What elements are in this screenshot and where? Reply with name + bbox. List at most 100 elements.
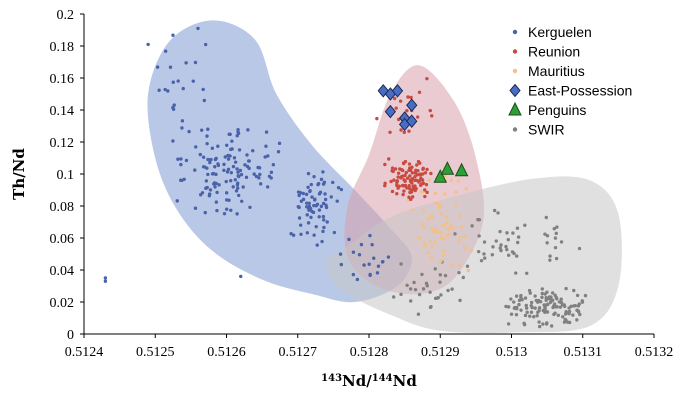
point-kerguelen	[176, 157, 180, 161]
point-kerguelen	[193, 60, 198, 65]
point-kerguelen	[269, 170, 274, 175]
point-swir	[540, 295, 544, 300]
point-kerguelen	[163, 87, 167, 92]
point-swir	[523, 223, 527, 227]
point-kerguelen	[381, 259, 385, 264]
point-swir	[399, 292, 403, 297]
point-kerguelen	[227, 132, 231, 136]
legend-item-east-possession: East-Possession	[509, 83, 632, 99]
point-swir	[533, 294, 537, 298]
point-kerguelen	[146, 42, 150, 47]
point-kerguelen	[355, 277, 360, 282]
y-tick-labels: 0 0.02 0.04 0.06 0.08 0.1 0.12 0.14 0.16 0.18 0.2	[50, 8, 84, 343]
point-reunion	[375, 116, 379, 121]
x-tick-label: 0.513	[496, 345, 528, 360]
point-mauritius	[426, 251, 431, 255]
point-kerguelen	[246, 159, 251, 163]
point-swir	[413, 287, 418, 292]
point-kerguelen	[225, 143, 229, 147]
point-swir	[542, 303, 546, 307]
point-swir	[482, 240, 487, 244]
point-reunion	[404, 170, 408, 175]
point-swir	[477, 218, 482, 222]
point-reunion	[383, 181, 387, 186]
point-swir	[528, 291, 532, 295]
point-swir	[511, 231, 515, 235]
point-swir	[543, 232, 547, 236]
point-kerguelen	[236, 131, 241, 136]
point-kerguelen	[321, 229, 325, 234]
point-kerguelen	[233, 178, 238, 182]
point-swir	[416, 312, 421, 316]
point-reunion	[390, 166, 395, 170]
point-kerguelen	[376, 264, 381, 268]
point-swir	[421, 287, 426, 291]
point-mauritius	[430, 244, 435, 249]
point-kerguelen	[205, 185, 209, 190]
y-tick-label: 0	[67, 328, 74, 343]
point-kerguelen	[335, 199, 339, 203]
point-kerguelen	[227, 198, 231, 202]
point-reunion	[394, 106, 398, 110]
point-swir	[461, 275, 465, 280]
point-kerguelen	[244, 175, 249, 180]
point-swir	[523, 313, 528, 318]
legend-item-swir: SWIR	[512, 122, 565, 138]
point-kerguelen	[205, 141, 209, 146]
point-swir	[545, 321, 549, 325]
point-swir	[494, 239, 498, 243]
point-swir	[391, 295, 396, 299]
point-reunion	[398, 99, 403, 103]
point-penguins	[440, 161, 455, 175]
x-tick-label: 0.5128	[350, 345, 389, 360]
point-reunion	[428, 108, 432, 113]
point-mauritius	[425, 217, 430, 221]
point-kerguelen	[243, 163, 247, 167]
point-kerguelen	[310, 195, 314, 199]
point-kerguelen	[213, 185, 217, 189]
point-reunion	[408, 168, 413, 172]
point-kerguelen	[336, 185, 341, 190]
point-swir	[575, 318, 579, 322]
point-reunion	[423, 188, 427, 192]
point-kerguelen	[193, 206, 198, 210]
point-swir	[514, 254, 519, 258]
point-reunion	[383, 162, 387, 167]
point-swir	[417, 292, 422, 297]
point-swir	[555, 297, 559, 301]
legend-label: Kerguelen	[528, 24, 592, 40]
point-east-possession	[391, 84, 404, 98]
point-swir	[519, 308, 523, 312]
point-mauritius	[420, 222, 424, 226]
point-kerguelen	[332, 230, 337, 235]
x-tick-label: 0.5131	[564, 345, 603, 360]
point-kerguelen	[198, 152, 203, 157]
point-swir	[453, 232, 457, 236]
point-kerguelen	[171, 139, 175, 143]
point-reunion	[415, 163, 419, 167]
point-kerguelen	[236, 170, 240, 174]
point-kerguelen	[248, 205, 252, 209]
point-kerguelen	[214, 181, 218, 186]
point-reunion	[396, 171, 401, 175]
legend-marker	[512, 68, 518, 74]
y-tick-label: 0.2	[57, 8, 75, 23]
point-reunion	[418, 172, 422, 176]
point-kerguelen	[222, 162, 226, 167]
point-mauritius	[439, 212, 443, 216]
point-reunion	[420, 172, 425, 176]
point-kerguelen	[180, 119, 185, 123]
point-mauritius	[422, 226, 427, 230]
point-kerguelen	[258, 172, 262, 177]
point-kerguelen	[304, 192, 309, 197]
point-kerguelen	[305, 201, 309, 205]
point-kerguelen	[319, 177, 324, 182]
point-kerguelen	[207, 192, 212, 196]
point-east-possession	[406, 114, 418, 128]
point-kerguelen	[236, 128, 240, 132]
point-swir	[506, 305, 511, 309]
point-kerguelen	[339, 187, 344, 192]
point-kerguelen	[297, 216, 302, 220]
x-tick-label: 0.5124	[65, 345, 104, 360]
point-swir	[541, 322, 545, 326]
